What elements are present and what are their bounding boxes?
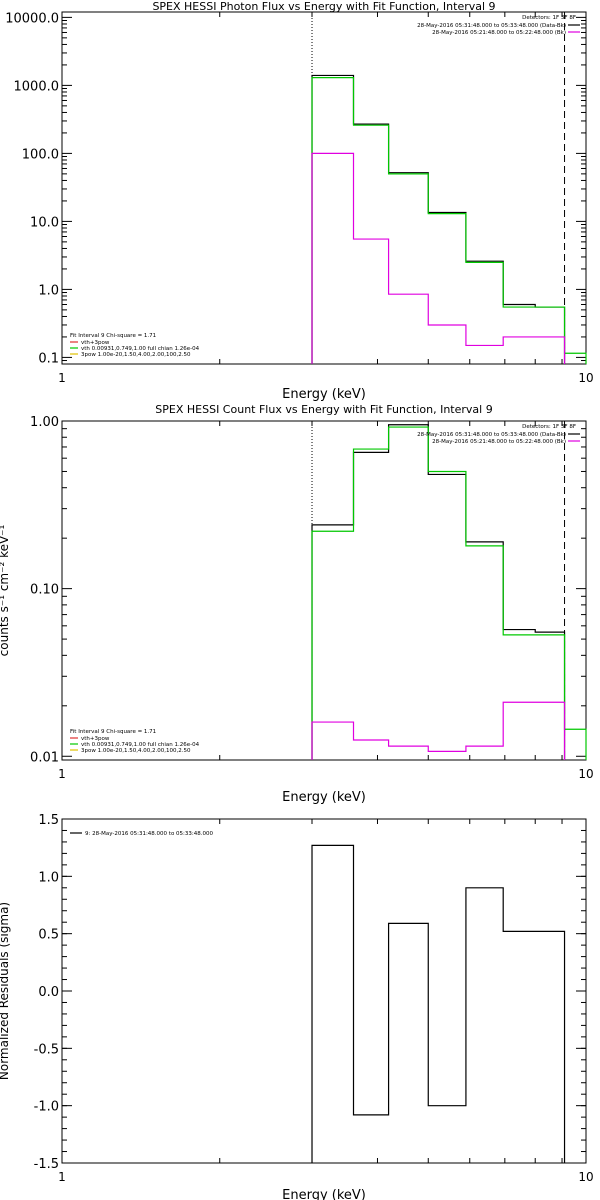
series-1-histogram [311, 424, 566, 760]
fit-legend-header: Fit Interval 9 Chi-square = 1.71 [70, 333, 156, 339]
legend-item-label: 28-May-2016 05:21:48.000 to 05:22:48.000… [432, 30, 566, 36]
legend-item-label: 9: 28-May-2016 05:31:48.000 to 05:33:48.… [85, 831, 214, 837]
y-tick-label: 1.5 [38, 813, 59, 828]
x-tick-label: 10 [578, 767, 593, 781]
legend-item-label: 28-May-2016 05:31:48.000 to 05:33:48.000… [417, 23, 566, 29]
series-2-histogram [311, 77, 587, 364]
series-1-histogram [311, 844, 566, 1163]
legend-item-label: 3pow 1.00e-20,1.50,4.00,2.00,100,2.50 [81, 748, 191, 754]
x-axis-label: Energy (keV) [282, 1188, 366, 1200]
y-tick-label: -1.0 [34, 1100, 59, 1115]
plot-frame [61, 420, 587, 761]
y-tick-label: 0.0 [38, 985, 59, 1000]
y-tick-label: 0.10 [30, 583, 59, 598]
series-1-histogram [311, 74, 566, 364]
x-tick-label: 10 [578, 371, 593, 385]
y-tick-label: 100.0 [22, 147, 59, 162]
legend-item-label: vth 0.00931,0.749,1.00 full chian 1.26e-… [81, 346, 200, 352]
chart-panel-1: SPEX HESSI Photon Flux vs Energy with Fi… [5, 0, 593, 402]
x-tick-label: 1 [58, 371, 66, 385]
y-tick-label: 1.00 [30, 415, 59, 430]
y-axis-label: counts s⁻¹ cm⁻² keV⁻¹ [0, 524, 11, 656]
legend-item-label: vth+3pow [81, 736, 110, 742]
plot-frame [61, 11, 587, 365]
y-tick-label: 0.1 [38, 351, 59, 366]
y-axis-label: Normalized Residuals (sigma) [0, 902, 11, 1080]
chart-panel-3: 1 10 Energy (keV) -1.5 -1.0 -0.5 0.0 0.5 1.0 1.5 N… [0, 813, 594, 1200]
legend-item-label: vth 0.00931,0.749,1.00 full chian 1.26e-… [81, 742, 200, 748]
y-tick-label: 10000.0 [5, 11, 59, 26]
legend-item-label: 28-May-2016 05:31:48.000 to 05:33:48.000… [417, 432, 566, 438]
x-tick-label: 1 [58, 767, 66, 781]
y-tick-label: 1000.0 [14, 79, 60, 94]
legend-item-label: 3pow 1.00e-20,1.50,4.00,2.00,100,2.50 [81, 352, 191, 358]
y-tick-label: -0.5 [34, 1042, 59, 1057]
fit-legend-header: Fit Interval 9 Chi-square = 1.71 [70, 729, 156, 735]
plot-frame [61, 818, 587, 1164]
chart-panel-2: SPEX HESSI Count Flux vs Energy with Fit… [0, 403, 594, 805]
x-tick-label: 1 [58, 1170, 66, 1184]
series-3-histogram [311, 701, 566, 760]
y-tick-label: 0.01 [30, 750, 59, 765]
y-tick-label: -1.5 [34, 1157, 59, 1172]
y-tick-label: 1.0 [38, 870, 59, 885]
legend-header: Detectors: 1F 3F 8F [522, 15, 576, 21]
legend-item-label: vth+3pow [81, 340, 110, 346]
chart-title: SPEX HESSI Photon Flux vs Energy with Fi… [152, 0, 495, 13]
x-tick-label: 10 [578, 1170, 593, 1184]
legend-item-label: 28-May-2016 05:21:48.000 to 05:22:48.000… [432, 439, 566, 445]
y-tick-label: 0.5 [38, 928, 59, 943]
y-tick-label: 1.0 [38, 283, 59, 298]
x-axis-label: Energy (keV) [282, 387, 366, 402]
legend-header: Detectors: 1F 3F 8F [522, 424, 576, 430]
series-3-histogram [311, 152, 566, 364]
y-tick-label: 10.0 [30, 215, 59, 230]
series-2-histogram [311, 426, 587, 760]
x-axis-label: Energy (keV) [282, 790, 366, 805]
chart-title: SPEX HESSI Count Flux vs Energy with Fit… [155, 403, 492, 416]
